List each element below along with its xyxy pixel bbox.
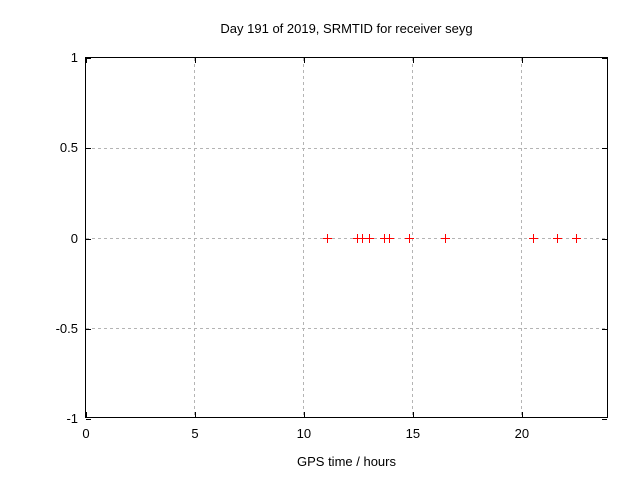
- vertical-gridline: [194, 58, 196, 417]
- data-point-marker: [571, 234, 581, 243]
- y-tick-mirror: [602, 328, 607, 330]
- y-tick-mirror: [602, 238, 607, 240]
- data-point-marker: [364, 234, 374, 243]
- horizontal-gridline: [86, 147, 607, 149]
- y-tick: [86, 238, 91, 240]
- x-tick-label: 20: [514, 426, 530, 441]
- y-tick-label: 0: [70, 230, 78, 246]
- data-point-marker: [352, 234, 362, 243]
- x-tick: [86, 412, 87, 417]
- horizontal-gridline: [86, 328, 607, 330]
- data-point-marker: [441, 234, 451, 243]
- x-tick: [303, 412, 305, 417]
- x-tick-mirror: [194, 58, 196, 63]
- x-axis-label: GPS time / hours: [297, 454, 396, 469]
- y-tick-label: -1: [66, 411, 78, 426]
- x-tick-label: 0: [82, 426, 90, 441]
- y-tick-label: 1: [70, 50, 78, 65]
- data-point-marker: [529, 234, 539, 243]
- y-tick-label: 0.5: [59, 140, 78, 156]
- x-tick-mirror: [521, 58, 523, 63]
- y-tick-mirror: [602, 419, 607, 420]
- chart-title: Day 191 of 2019, SRMTID for receiver sey…: [220, 21, 473, 36]
- x-tick-label: 15: [405, 426, 421, 441]
- y-tick: [86, 328, 91, 330]
- x-tick: [521, 412, 523, 417]
- y-tick: [86, 58, 91, 59]
- plot-area: 0 5 10 15 20 1 0.5 0 -0.5 -1: [56, 50, 608, 441]
- y-tick-mirror: [602, 58, 607, 59]
- vertical-gridline: [521, 58, 523, 417]
- vertical-gridline: [303, 58, 305, 417]
- y-tick-label: -0.5: [55, 320, 78, 336]
- y-tick: [86, 419, 91, 420]
- data-point-marker: [323, 234, 333, 243]
- data-point-marker: [553, 234, 563, 243]
- x-tick: [412, 412, 414, 417]
- data-point-marker: [358, 234, 368, 243]
- x-tick-label: 10: [296, 426, 312, 441]
- data-point-marker: [405, 234, 415, 243]
- data-point-marker: [385, 234, 395, 243]
- x-tick-label: 5: [191, 426, 199, 441]
- x-tick-mirror: [412, 58, 414, 63]
- x-tick-mirror: [86, 58, 87, 63]
- horizontal-gridline: [86, 238, 607, 239]
- x-tick-mirror: [303, 58, 305, 63]
- data-point-marker: [380, 234, 390, 243]
- y-tick-mirror: [602, 148, 607, 150]
- x-tick: [194, 412, 196, 417]
- y-tick: [86, 148, 91, 150]
